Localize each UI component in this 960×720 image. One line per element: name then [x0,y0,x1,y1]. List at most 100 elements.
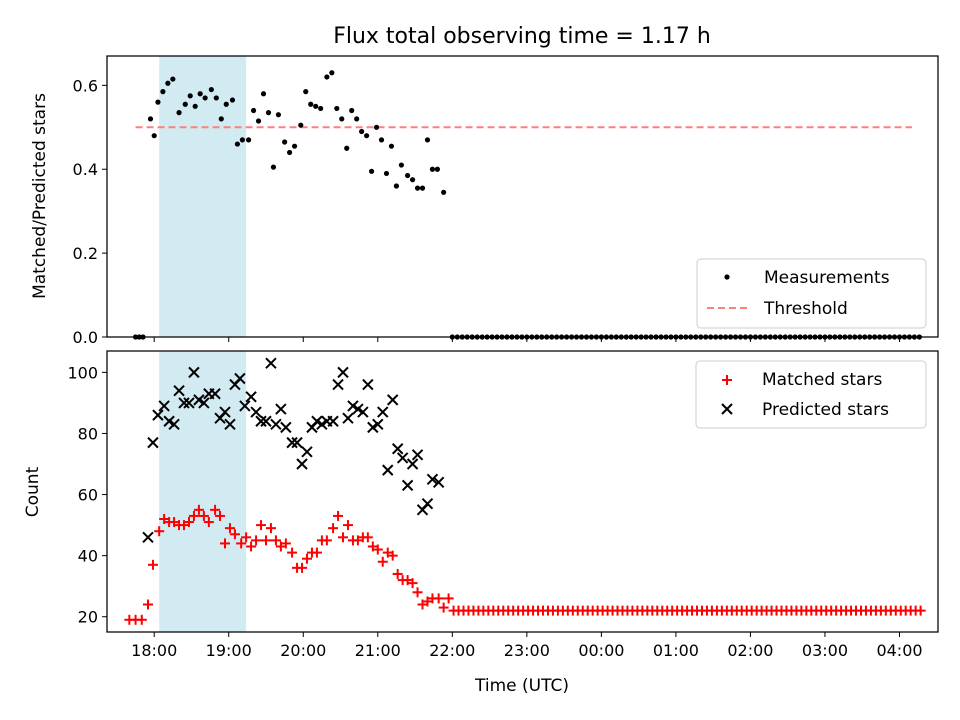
predicted-star-point [173,384,185,397]
measurement-point [441,189,447,195]
measurement-point [298,122,304,128]
measurement-point [182,101,188,107]
legend-matched-label: Matched stars [762,370,882,390]
bottom-points [124,357,926,625]
bottom-x-ticks: 18:00 19:00 20:00 21:00 22:00 23:00 00:00 01:00… [131,632,923,660]
matched-star-point [236,538,247,549]
measurement-point [388,143,395,149]
matched-star-point [392,568,403,579]
matched-star-point [433,593,444,604]
measurement-point [393,183,400,189]
predicted-star-point [224,418,236,431]
matched-star-point [342,520,353,531]
predicted-star-point [337,366,349,379]
predicted-star-point [432,476,445,489]
predicted-star-point [255,415,267,427]
measurement-point [147,116,154,122]
legend-measurements-label: Measurements [764,268,890,288]
matched-star-point [265,523,276,534]
matched-star-point [297,562,308,573]
matched-star-point [188,510,199,521]
matched-star-point [438,602,449,613]
top-axes-frame [106,55,939,338]
matched-star-point [333,510,344,521]
predicted-star-point [332,378,344,391]
matched-star-point [260,535,271,546]
predicted-star-point [168,418,180,431]
matched-star-point [215,510,226,521]
x-tick-label: 20:00 [280,641,326,660]
matched-star-point [198,510,209,521]
predicted-star-point [286,436,298,449]
x-tick-label: 22:00 [429,641,475,660]
matched-star-point [256,520,267,531]
matched-star-point [377,556,388,567]
measurement-point [349,107,355,114]
predicted-star-point [188,366,200,379]
top-y-tick-label: 0.6 [73,76,98,95]
measurement-point [223,101,229,107]
measurement-point [324,74,330,80]
legend-matched-marker [722,375,732,385]
measurement-point [265,110,272,116]
measurement-point [202,95,208,101]
measurement-point [246,137,252,143]
predicted-star-point [342,412,354,424]
matched-star-point [443,593,454,604]
legend-threshold-label: Threshold [763,299,848,319]
bottom-legend-box [695,360,927,429]
measurement-point [339,116,345,122]
predicted-star-point [296,458,308,470]
measurement-point [250,107,257,114]
matched-star-point [203,517,214,528]
matched-star-point [142,599,153,610]
top-y-tick-label: 0.2 [73,244,98,263]
predicted-star-point [239,400,251,412]
predicted-star-point [198,397,210,409]
top-x-ticks [153,337,900,342]
matched-star-point [270,535,281,546]
matched-star-point [328,523,339,534]
predicted-star-point [270,418,282,431]
measurement-point [218,116,224,122]
predicted-star-point [386,394,399,406]
matched-star-point [183,517,194,528]
x-tick-label: 19:00 [206,641,252,660]
measurement-point [260,91,267,97]
measurement-point [160,89,166,95]
measurement-point [429,166,436,172]
matched-star-point [224,523,235,534]
predicted-star-point [152,409,164,421]
measurement-point [286,149,293,156]
measurement-point [234,141,241,147]
bottom-y-tick-label: 60 [78,486,98,505]
measurement-point [197,91,203,97]
bottom-y-tick-label: 20 [78,608,98,627]
x-tick-label: 21:00 [355,641,401,660]
predicted-star-point [301,446,313,458]
predicted-star-point [219,406,231,418]
bottom-shaded-band [159,351,247,632]
x-tick-label: 03:00 [802,641,848,660]
matched-star-point [915,605,926,616]
predicted-star-point [372,418,384,431]
bottom-y-tick-label: 80 [78,424,98,443]
top-panel: 0.0 0.2 0.4 0.6 Matched/Predicted stars Mea… [30,55,939,347]
matched-star-point [412,587,423,598]
measurement-point [192,103,198,109]
x-tick-label: 00:00 [578,641,624,660]
bottom-y-tick-label: 100 [67,363,98,382]
predicted-star-point [275,403,287,415]
predicted-star-point [406,458,419,470]
bottom-panel: 20 40 60 80 100 18:00 19:00 20:00 21:00 22:00 23:… [23,350,939,696]
predicted-star-point [234,372,246,385]
top-y-tick-label: 0.4 [73,160,98,179]
measurement-point [329,70,335,76]
predicted-star-point [265,357,277,369]
bottom-y-axis-label: Count [23,466,43,517]
predicted-star-point [396,452,409,464]
top-legend: Measurements Threshold [696,258,927,329]
matched-star-point [311,547,322,558]
predicted-star-point [158,400,170,412]
